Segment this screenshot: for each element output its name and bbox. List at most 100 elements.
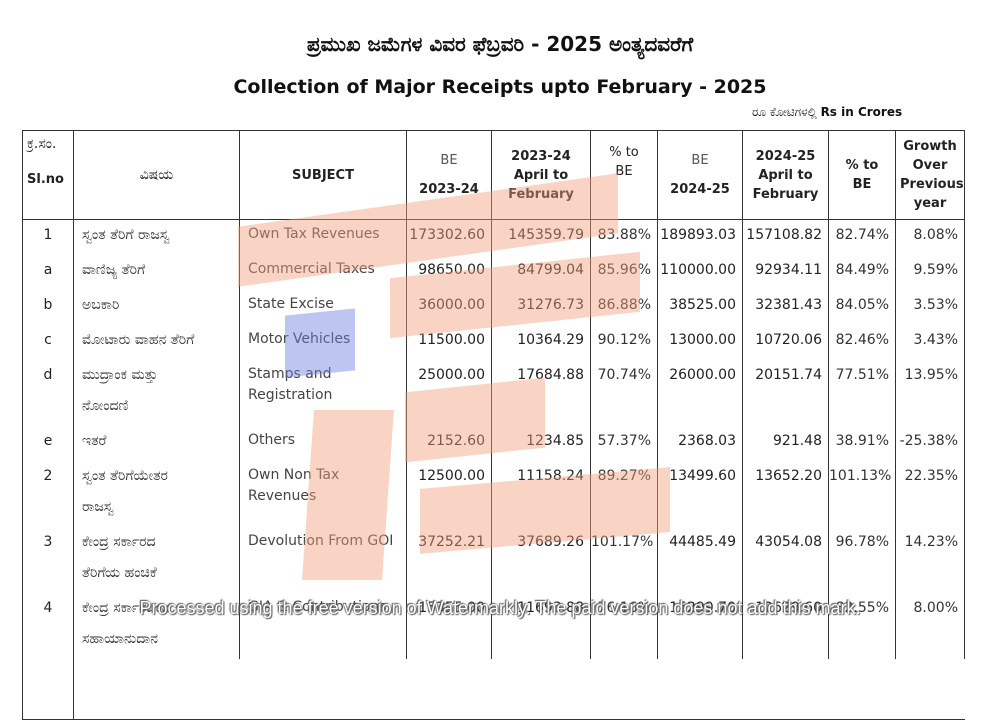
header-be-2024-25-label: BE: [691, 153, 709, 168]
empty-cell: [73, 659, 240, 720]
row-be-2023-24: 25000.00: [406, 360, 492, 426]
row-growth: 13.95%: [895, 360, 965, 426]
row-subject: Own Non Tax Revenues: [239, 461, 407, 527]
units-english: Rs in Crores: [820, 105, 903, 119]
header-pct-be-2: % to BE: [828, 130, 896, 220]
row-slno: 3: [22, 527, 74, 593]
table-row: c ಮೋಟಾರು ವಾಹನ ತೆರಿಗೆ Motor Vehicles 11500.0…: [22, 325, 965, 360]
watermark-text: Processed using the free version of Wate…: [139, 598, 861, 618]
row-april-feb-2023-24: 10364.29: [491, 325, 591, 360]
row-april-feb-2023-24: 31276.73: [491, 290, 591, 325]
row-subject: Commercial Taxes: [239, 255, 407, 290]
row-kannada-line: ನೋಂದಣಿ: [82, 398, 129, 414]
row-pct-be-1: 70.74%: [590, 360, 658, 426]
row-kannada-line: ವಾಣಿಜ್ಯ ತೆರಿಗೆ: [82, 262, 146, 278]
page-title-english: Collection of Major Receipts upto Februa…: [233, 76, 767, 98]
units-kannada: ರೂ ಕೋಟಿಗಳಲ್ಲಿ: [752, 105, 817, 119]
row-kannada-line: ಮೋಟಾರು ವಾಹನ ತೆರಿಗೆ: [82, 332, 195, 348]
row-slno: c: [22, 325, 74, 360]
row-kannada-label: ಸ್ವಂತ ತೆರಿಗೆ ರಾಜಸ್ವ: [73, 219, 240, 255]
row-be-2024-25: 44485.49: [657, 527, 743, 593]
row-april-feb-2024-25: 157108.82: [742, 219, 829, 255]
row-be-2023-24: 98650.00: [406, 255, 492, 290]
empty-cell: [239, 659, 407, 720]
row-subject: Own Tax Revenues: [239, 219, 407, 255]
row-pct-be-2: 38.91%: [828, 426, 896, 461]
row-pct-be-2: 82.46%: [828, 325, 896, 360]
row-subject: Stamps and Registration: [239, 360, 407, 426]
row-slno: a: [22, 255, 74, 290]
row-be-2024-25: 110000.00: [657, 255, 743, 290]
row-growth: 22.35%: [895, 461, 965, 527]
row-kannada-line: ಸ್ವಂತ ತೆರಿಗೆ ರಾಜಸ್ವ: [82, 227, 170, 243]
header-subject-english: SUBJECT: [239, 130, 407, 220]
row-pct-be-1: 89.27%: [590, 461, 658, 527]
row-april-feb-2023-24: 17684.88: [491, 360, 591, 426]
empty-cell: [491, 659, 591, 720]
header-slno-english: Sl.no: [27, 172, 64, 187]
empty-cell: [895, 659, 965, 720]
row-slno: d: [22, 360, 74, 426]
header-growth: Growth Over Previous year: [895, 130, 965, 220]
empty-cell: [742, 659, 829, 720]
row-pct-be-2: 82.74%: [828, 219, 896, 255]
row-pct-be-2: 101.13%: [828, 461, 896, 527]
row-subject: Others: [239, 426, 407, 461]
table-header-row: ಕ್ರ.ಸಂ. Sl.no ವಿಷಯ SUBJECT BE 2023-24 20…: [22, 130, 965, 220]
row-kannada-label: ವಾಣಿಜ್ಯ ತೆರಿಗೆ: [73, 255, 240, 290]
table-body: 1 ಸ್ವಂತ ತೆರಿಗೆ ರಾಜಸ್ವ Own Tax Revenues 1733…: [22, 219, 965, 720]
row-pct-be-2: 84.05%: [828, 290, 896, 325]
row-subject: Motor Vehicles: [239, 325, 407, 360]
table-row: a ವಾಣಿಜ್ಯ ತೆರಿಗೆ Commercial Taxes 98650.00 8…: [22, 255, 965, 290]
row-kannada-line: ರಾಜಸ್ವ: [82, 499, 114, 515]
row-april-feb-2024-25: 32381.43: [742, 290, 829, 325]
row-be-2023-24: 2152.60: [406, 426, 492, 461]
header-be-2024-25: BE 2024-25: [657, 130, 743, 220]
row-pct-be-1: 86.88%: [590, 290, 658, 325]
row-be-2023-24: 173302.60: [406, 219, 492, 255]
row-slno: 1: [22, 219, 74, 255]
row-kannada-label: ಇತರೆ: [73, 426, 240, 461]
row-pct-be-2: 84.49%: [828, 255, 896, 290]
empty-cell: [22, 659, 74, 720]
row-slno: b: [22, 290, 74, 325]
row-kannada-line: ಇತರೆ: [82, 433, 107, 449]
row-kannada-label: ಮುದ್ರಾಂಕ ಮತ್ತು ನೋಂದಣಿ: [73, 360, 240, 426]
header-april-feb-2024-25: 2024-25 April to February: [742, 130, 829, 220]
row-pct-be-1: 101.17%: [590, 527, 658, 593]
row-subject: Devolution From GOI: [239, 527, 407, 593]
row-be-2023-24: 36000.00: [406, 290, 492, 325]
empty-cell: [406, 659, 492, 720]
row-be-2023-24: 11500.00: [406, 325, 492, 360]
table-row: 2 ಸ್ವಂತ ತೆರಿಗೆಯೇತರ ರಾಜಸ್ವ Own Non Tax Reven…: [22, 461, 965, 527]
row-april-feb-2024-25: 92934.11: [742, 255, 829, 290]
row-subject: State Excise: [239, 290, 407, 325]
row-april-feb-2023-24: 37689.26: [491, 527, 591, 593]
table-row: e ಇತರೆ Others 2152.60 1234.85 57.37% 2368.03 92…: [22, 426, 965, 461]
row-april-feb-2023-24: 1234.85: [491, 426, 591, 461]
row-april-feb-2023-24: 145359.79: [491, 219, 591, 255]
row-pct-be-2: 77.51%: [828, 360, 896, 426]
row-kannada-line: ಅಬಕಾರಿ: [82, 297, 120, 313]
row-kannada-line: ಸಹಾಯಾನುದಾನ: [82, 631, 159, 647]
row-kannada-label: ಕೇಂದ್ರ ಸರ್ಕಾರದ ತೆರಿಗೆಯ ಹಂಚಿಕೆ: [73, 527, 240, 593]
row-be-2024-25: 13499.60: [657, 461, 743, 527]
row-be-2023-24: 12500.00: [406, 461, 492, 527]
table-row: d ಮುದ್ರಾಂಕ ಮತ್ತು ನೋಂದಣಿ Stamps and Registra…: [22, 360, 965, 426]
row-growth: 8.08%: [895, 219, 965, 255]
header-be-2023-24-year: 2023-24: [419, 182, 479, 197]
row-growth: 9.59%: [895, 255, 965, 290]
header-be-2023-24-label: BE: [440, 153, 458, 168]
row-pct-be-1: 90.12%: [590, 325, 658, 360]
row-kannada-line: ತೆರಿಗೆಯ ಹಂಚಿಕೆ: [82, 565, 157, 581]
row-april-feb-2024-25: 20151.74: [742, 360, 829, 426]
header-be-2023-24: BE 2023-24: [406, 130, 492, 220]
row-growth: 14.23%: [895, 527, 965, 593]
row-be-2024-25: 2368.03: [657, 426, 743, 461]
row-be-2024-25: 13000.00: [657, 325, 743, 360]
row-growth: 3.43%: [895, 325, 965, 360]
units-note: ರೂ ಕೋಟಿಗಳಲ್ಲಿ Rs in Crores: [752, 105, 902, 120]
table-row: 1 ಸ್ವಂತ ತೆರಿಗೆ ರಾಜಸ್ವ Own Tax Revenues 1733…: [22, 219, 965, 255]
row-pct-be-1: 57.37%: [590, 426, 658, 461]
row-kannada-label: ಅಬಕಾರಿ: [73, 290, 240, 325]
